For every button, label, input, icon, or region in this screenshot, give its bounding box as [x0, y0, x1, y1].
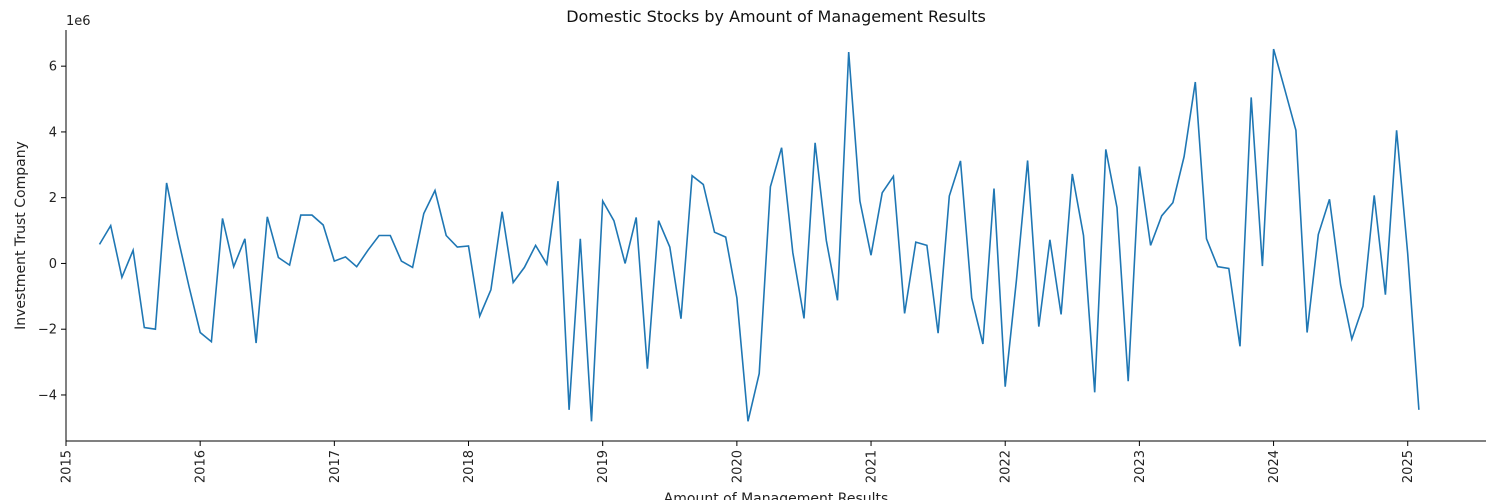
x-tick-label: 2025: [1401, 450, 1416, 483]
y-axis-ticks: −4 −2 0 2 4 6: [38, 60, 66, 403]
x-tick-label: 2024: [1267, 450, 1282, 483]
y-tick-label: 6: [49, 60, 57, 75]
y-tick-label: 0: [49, 257, 57, 272]
x-tick-label: 2018: [462, 450, 477, 483]
x-tick-label: 2022: [999, 450, 1014, 483]
y-axis-offset-label: 1e6: [66, 14, 91, 29]
x-tick-label: 2021: [865, 450, 880, 483]
y-tick-label: 4: [49, 125, 57, 140]
y-tick-label: 2: [49, 191, 57, 206]
x-tick-label: 2020: [730, 450, 745, 483]
x-axis-ticks: 2015 2016 2017 2018 2019 2020 2021 2022 2023 2024…: [60, 441, 1416, 483]
y-axis-title: Investment Trust Company: [13, 141, 29, 330]
x-tick-label: 2019: [596, 450, 611, 483]
series-line: [98, 48, 1420, 422]
y-tick-label: −2: [38, 323, 57, 338]
y-tick-label: −4: [38, 388, 57, 403]
x-tick-label: 2016: [194, 450, 209, 483]
x-tick-label: 2017: [328, 450, 343, 483]
x-tick-label: 2015: [60, 450, 75, 483]
chart-title: Domestic Stocks by Amount of Management …: [566, 7, 986, 26]
x-axis-title: Amount of Management Results: [664, 491, 889, 500]
x-tick-label: 2023: [1133, 450, 1148, 483]
